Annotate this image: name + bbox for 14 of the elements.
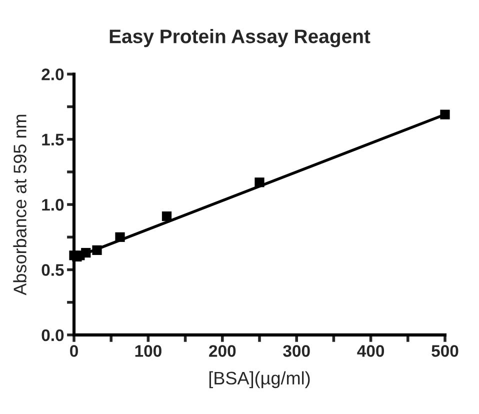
y-tick-label: 2.0	[42, 68, 64, 80]
y-tick-label: 1.5	[42, 134, 64, 146]
x-tick-label: 500	[432, 345, 458, 357]
x-tick-label: 100	[135, 345, 162, 357]
y-tick-label: 1.0	[42, 198, 64, 211]
y-axis-title: Absorbance at 595 nm	[13, 114, 26, 296]
y-tick-label: 0.5	[42, 264, 64, 276]
x-tick-label: 0	[70, 345, 78, 357]
x-tick-label: 200	[209, 345, 236, 357]
y-tick-label: 0.0	[42, 329, 64, 342]
x-tick-label: 300	[283, 345, 310, 357]
chart-title: Easy Protein Assay Reagent	[110, 28, 370, 48]
x-axis-title: [BSA](µg/ml)	[209, 371, 310, 388]
x-tick-label: 400	[357, 345, 384, 357]
